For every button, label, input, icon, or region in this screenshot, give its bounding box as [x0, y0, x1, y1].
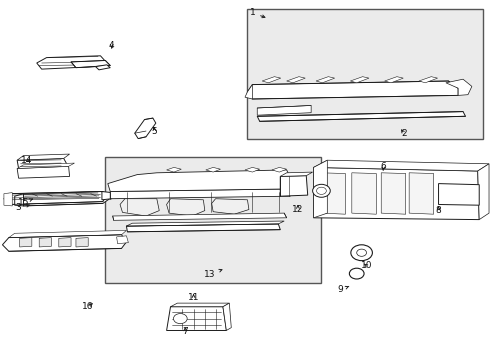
Polygon shape: [321, 173, 345, 214]
Polygon shape: [272, 167, 287, 172]
Polygon shape: [15, 192, 112, 206]
Polygon shape: [171, 303, 229, 307]
Polygon shape: [17, 154, 70, 160]
Circle shape: [351, 245, 372, 261]
Polygon shape: [120, 199, 159, 216]
Text: 6: 6: [380, 162, 386, 171]
Polygon shape: [316, 77, 335, 83]
Polygon shape: [257, 112, 466, 121]
Polygon shape: [4, 192, 105, 204]
Polygon shape: [135, 118, 156, 139]
Polygon shape: [108, 170, 290, 192]
Polygon shape: [110, 189, 290, 199]
Polygon shape: [212, 199, 249, 214]
Polygon shape: [113, 213, 287, 220]
Polygon shape: [280, 176, 308, 196]
Text: 9: 9: [338, 285, 349, 294]
Polygon shape: [446, 79, 472, 95]
Circle shape: [313, 184, 330, 197]
Polygon shape: [352, 173, 376, 214]
Polygon shape: [167, 307, 226, 330]
Polygon shape: [102, 192, 112, 200]
Polygon shape: [257, 105, 311, 115]
Polygon shape: [59, 238, 71, 247]
Polygon shape: [350, 77, 369, 83]
Polygon shape: [37, 56, 105, 69]
Circle shape: [317, 187, 326, 194]
Bar: [247, 9, 483, 139]
Polygon shape: [409, 173, 434, 214]
Polygon shape: [439, 184, 479, 205]
Polygon shape: [15, 194, 24, 206]
Bar: [105, 157, 321, 283]
Polygon shape: [245, 167, 260, 172]
Polygon shape: [17, 163, 74, 168]
Polygon shape: [17, 166, 70, 178]
Polygon shape: [39, 238, 51, 247]
Text: 14: 14: [21, 156, 33, 165]
Text: 1: 1: [249, 8, 265, 18]
Polygon shape: [167, 167, 181, 172]
Polygon shape: [385, 77, 403, 83]
Polygon shape: [280, 172, 313, 176]
Text: 10: 10: [361, 261, 372, 270]
Text: 16: 16: [81, 302, 93, 311]
Polygon shape: [117, 236, 128, 244]
Polygon shape: [223, 303, 231, 330]
Polygon shape: [126, 221, 284, 226]
Text: 8: 8: [436, 206, 441, 215]
Polygon shape: [20, 238, 32, 247]
Polygon shape: [314, 160, 327, 218]
Polygon shape: [381, 173, 406, 214]
Circle shape: [173, 314, 187, 324]
Polygon shape: [206, 167, 220, 172]
Polygon shape: [245, 85, 252, 99]
Polygon shape: [478, 164, 489, 220]
Text: 7: 7: [182, 328, 188, 336]
Polygon shape: [314, 167, 479, 220]
Polygon shape: [247, 81, 458, 99]
Polygon shape: [126, 224, 280, 232]
Polygon shape: [287, 77, 305, 83]
Text: 15: 15: [18, 198, 32, 207]
Text: 5: 5: [151, 127, 157, 136]
Polygon shape: [167, 199, 205, 216]
Polygon shape: [17, 158, 68, 168]
Text: 11: 11: [188, 292, 199, 302]
Text: 2: 2: [401, 130, 407, 139]
Circle shape: [357, 249, 367, 256]
Polygon shape: [419, 77, 438, 83]
Polygon shape: [314, 160, 489, 171]
Circle shape: [349, 268, 364, 279]
Polygon shape: [71, 60, 110, 68]
Polygon shape: [262, 77, 281, 83]
Polygon shape: [76, 238, 88, 247]
Text: 13: 13: [204, 269, 222, 279]
Text: 4: 4: [109, 41, 115, 50]
Text: 12: 12: [292, 205, 304, 214]
Polygon shape: [96, 65, 110, 70]
Polygon shape: [2, 235, 126, 251]
Polygon shape: [9, 230, 126, 238]
Polygon shape: [4, 193, 12, 206]
Text: 3: 3: [16, 202, 29, 212]
